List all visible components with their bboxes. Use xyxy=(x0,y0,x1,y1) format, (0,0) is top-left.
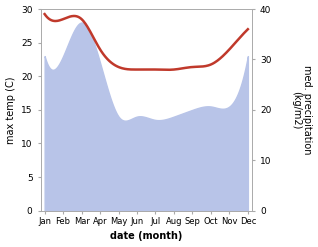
Y-axis label: max temp (C): max temp (C) xyxy=(5,76,16,144)
Y-axis label: med. precipitation
(kg/m2): med. precipitation (kg/m2) xyxy=(291,65,313,155)
X-axis label: date (month): date (month) xyxy=(110,231,183,242)
